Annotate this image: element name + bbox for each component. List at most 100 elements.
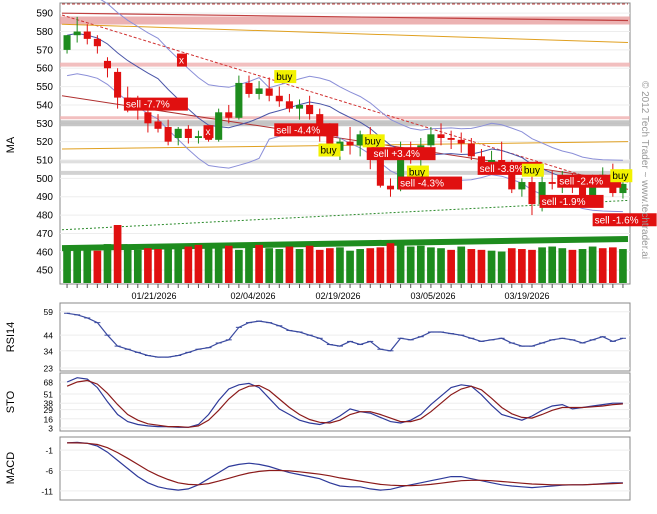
volume-bar	[255, 244, 263, 283]
volume-bar	[619, 249, 627, 283]
candle-body	[356, 134, 364, 146]
volume-bar	[123, 249, 132, 283]
y-tick-label: -11	[41, 486, 53, 496]
candle-body	[103, 60, 112, 69]
candle-body	[528, 182, 536, 205]
candle-body	[488, 160, 496, 164]
candle-body	[589, 178, 597, 201]
sell-signal-box	[203, 125, 214, 139]
volume-bar	[83, 249, 92, 283]
volume-bar	[396, 244, 405, 283]
support-band	[61, 235, 629, 252]
price-axis-title: MA	[5, 136, 17, 153]
volume-bar	[265, 248, 274, 283]
volume-bar	[518, 249, 526, 283]
volume-bar	[507, 248, 516, 283]
candle-body	[285, 101, 293, 109]
support-line	[61, 199, 629, 231]
volume-bar	[528, 249, 536, 283]
volume-bar	[568, 249, 577, 283]
volume-bar	[315, 249, 324, 283]
y-tick-label: 68	[44, 377, 54, 387]
sell-signal-box	[539, 194, 604, 208]
candle-body	[346, 141, 354, 146]
y-tick-label: 59	[44, 307, 54, 317]
buy-signal-label: buy	[320, 146, 336, 157]
macd-axis-title: MACD	[5, 452, 17, 484]
y-tick-label: 460	[36, 247, 53, 258]
candle-body	[154, 121, 162, 129]
volume-bar	[457, 246, 466, 283]
sell-signal-label: sell +3.4%	[374, 149, 421, 160]
indicator-line	[66, 379, 623, 428]
resistance-line	[61, 12, 629, 22]
volume-bar	[487, 250, 496, 283]
trendline	[61, 141, 629, 150]
buy-signal-label: buy	[612, 171, 628, 182]
volume-bar	[376, 247, 385, 283]
candle-body	[93, 38, 101, 47]
volume-bar	[133, 249, 142, 283]
y-tick-label: 510	[36, 156, 53, 167]
volume-bar	[366, 248, 375, 283]
candle-body	[174, 128, 182, 138]
buy-signal-box	[610, 169, 633, 183]
volume-bar	[437, 248, 445, 283]
sell-signal-label: sell -4.4%	[276, 125, 320, 136]
rsi-axis-title: RSI14	[5, 322, 17, 353]
y-tick-label: 29	[44, 405, 54, 415]
candle-body	[184, 128, 192, 138]
candle-body	[548, 182, 556, 184]
volume-bar	[447, 249, 455, 283]
volume-bar	[578, 249, 587, 283]
y-tick-label: 550	[36, 82, 53, 93]
candle-body	[114, 71, 122, 98]
buy-signal-box	[362, 134, 385, 148]
y-tick-label: 500	[36, 174, 53, 185]
sell-signal-label: sell -4.3%	[400, 179, 444, 190]
y-tick-label: 590	[36, 9, 53, 20]
indicator-line	[67, 441, 623, 491]
buy-signal-label: buy	[524, 166, 540, 177]
volume-bar	[346, 250, 354, 283]
watermark: © 2012 Tech Trader ~ www.techtrader.ai	[639, 81, 650, 259]
y-tick-label: -6	[45, 466, 53, 476]
volume-bar	[598, 248, 607, 283]
volume-bar	[144, 248, 152, 283]
sell-signal-box	[398, 176, 463, 190]
y-tick-label: 51	[44, 390, 54, 400]
price-y-axis: 450 460 470 480 490 500 510 520 530 540 550 560 570 5…	[36, 9, 53, 277]
candle-body	[265, 88, 273, 96]
buy-signal-label: buy	[409, 168, 425, 179]
y-tick-label: 520	[36, 137, 53, 148]
buy-signal-box	[274, 70, 297, 84]
buy-signal-label: buy	[365, 136, 381, 147]
volume-bar	[214, 247, 223, 283]
volume-bar	[416, 245, 425, 283]
volume-bar	[608, 247, 617, 283]
volume-bar	[295, 249, 304, 283]
date-label: 03/05/2026	[410, 291, 455, 301]
sell-signal-box	[371, 147, 436, 161]
candle-body	[578, 180, 587, 201]
volume-bar	[558, 248, 567, 283]
macd-panel-frame	[59, 436, 631, 501]
y-tick-label: 560	[36, 64, 53, 75]
date-label: 02/04/2026	[230, 291, 275, 301]
y-tick-label: 540	[36, 100, 53, 111]
candle-body	[477, 156, 485, 164]
candle-body	[427, 134, 435, 146]
candle-body	[255, 88, 263, 94]
sell-signal-box	[176, 53, 187, 67]
candle-body	[518, 182, 526, 190]
date-label: 03/19/2026	[504, 291, 549, 301]
volume-bar	[305, 245, 314, 283]
buy-signal-box	[406, 165, 429, 179]
candle-body	[467, 143, 475, 157]
sell-signal-label: sell -1.6%	[595, 215, 639, 226]
buy-signal-box	[318, 143, 341, 157]
sto-panel-frame	[59, 372, 631, 432]
volume-bar	[204, 245, 213, 283]
candle-body	[376, 160, 384, 186]
